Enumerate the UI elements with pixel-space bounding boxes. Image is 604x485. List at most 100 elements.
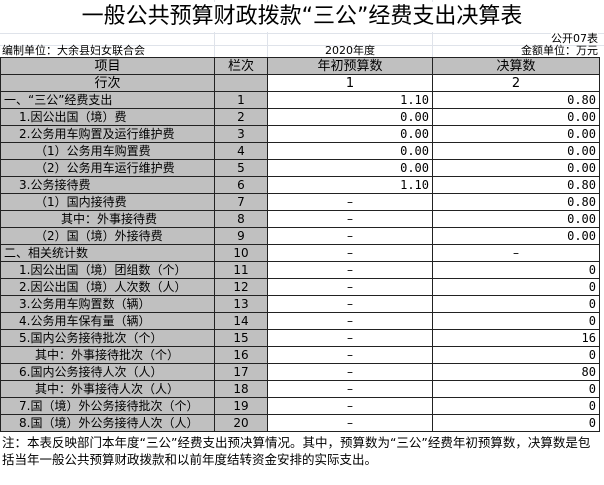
item-cell[interactable]: 6.国内公务接待人次（人） — [0, 363, 215, 381]
line-no-cell[interactable]: 16 — [214, 346, 268, 364]
item-cell[interactable]: 2.公务用车购置及运行维护费 — [0, 125, 215, 143]
fiscal-year: 2020年度 — [325, 44, 375, 57]
final-cell[interactable]: 80 — [432, 363, 600, 381]
final-cell[interactable]: 0.80 — [432, 193, 600, 211]
line-no-cell[interactable]: 5 — [214, 159, 268, 177]
line-no-cell[interactable]: 12 — [214, 278, 268, 296]
budget-cell[interactable]: – — [267, 193, 433, 211]
budget-cell[interactable]: – — [267, 244, 433, 262]
line-no-cell[interactable]: 8 — [214, 210, 268, 228]
budget-cell[interactable]: – — [267, 261, 433, 279]
header-budget: 年初预算数 — [267, 57, 433, 75]
line-no-cell[interactable]: 3 — [214, 125, 268, 143]
final-cell[interactable]: 0 — [432, 414, 600, 432]
item-cell[interactable]: 8.国（境）外公务接待人次（人） — [0, 414, 215, 432]
item-cell[interactable]: 5.国内公务接待批次（个） — [0, 329, 215, 347]
budget-cell[interactable]: – — [267, 414, 433, 432]
row-index-row: 行次 1 2 — [0, 74, 600, 92]
header-row: 项目 栏次 年初预算数 决算数 — [0, 57, 600, 75]
item-cell[interactable]: 一、“三公”经费支出 — [0, 91, 215, 109]
table-row: 3.公务用车购置数（辆） 13 – 0 — [0, 295, 600, 313]
final-cell[interactable]: 0.00 — [432, 108, 600, 126]
table-row: 1.因公出国（境）费 2 0.00 0.00 — [0, 108, 600, 126]
final-cell[interactable]: 0.80 — [432, 176, 600, 194]
budget-cell[interactable]: – — [267, 210, 433, 228]
table-row: 1.因公出国（境）团组数（个） 11 – 0 — [0, 261, 600, 279]
item-cell[interactable]: （2）国（境）外接待费 — [0, 227, 215, 245]
final-cell[interactable]: – — [432, 244, 600, 262]
line-no-cell[interactable]: 19 — [214, 397, 268, 415]
line-no-cell[interactable]: 15 — [214, 329, 268, 347]
item-cell[interactable]: 3.公务接待费 — [0, 176, 215, 194]
line-no-cell[interactable]: 1 — [214, 91, 268, 109]
table-row: 7.国（境）外公务接待批次（个） 19 – 0 — [0, 397, 600, 415]
budget-cell[interactable]: – — [267, 380, 433, 398]
line-no-cell[interactable]: 14 — [214, 312, 268, 330]
item-cell[interactable]: 其中：外事接待批次（个） — [0, 346, 215, 364]
item-cell[interactable]: 1.因公出国（境）团组数（个） — [0, 261, 215, 279]
form-code: 公开07表 — [551, 32, 598, 45]
table-row: 其中：外事接待人次（人） 18 – 0 — [0, 380, 600, 398]
budget-cell[interactable]: 1.10 — [267, 91, 433, 109]
header-final: 决算数 — [432, 57, 600, 75]
item-cell[interactable]: 1.因公出国（境）费 — [0, 108, 215, 126]
budget-cell[interactable]: 0.00 — [267, 108, 433, 126]
final-cell[interactable]: 0.00 — [432, 210, 600, 228]
table-row: 其中：外事接待批次（个） 16 – 0 — [0, 346, 600, 364]
item-cell[interactable]: （2）公务用车运行维护费 — [0, 159, 215, 177]
table-row: 2.因公出国（境）人次数（人） 12 – 0 — [0, 278, 600, 296]
line-no-cell[interactable]: 20 — [214, 414, 268, 432]
line-no-cell[interactable]: 11 — [214, 261, 268, 279]
final-cell[interactable]: 0 — [432, 261, 600, 279]
line-no-cell[interactable]: 2 — [214, 108, 268, 126]
item-cell[interactable]: （1）国内接待费 — [0, 193, 215, 211]
line-no-cell[interactable]: 4 — [214, 142, 268, 160]
table-row: 6.国内公务接待人次（人） 17 – 80 — [0, 363, 600, 381]
item-cell[interactable]: 4.公务用车保有量（辆） — [0, 312, 215, 330]
line-no-cell[interactable]: 18 — [214, 380, 268, 398]
budget-cell[interactable]: – — [267, 363, 433, 381]
expenditure-table: 项目 栏次 年初预算数 决算数 行次 1 2 一、“三公”经费支出 1 1.10… — [0, 57, 600, 432]
line-no-cell[interactable]: 17 — [214, 363, 268, 381]
line-no-cell[interactable]: 10 — [214, 244, 268, 262]
item-cell[interactable]: 二、相关统计数 — [0, 244, 215, 262]
item-cell[interactable]: （1）公务用车购置费 — [0, 142, 215, 160]
final-cell[interactable]: 0.00 — [432, 159, 600, 177]
line-no-cell[interactable]: 7 — [214, 193, 268, 211]
final-cell[interactable]: 0.00 — [432, 227, 600, 245]
final-cell[interactable]: 0.00 — [432, 125, 600, 143]
budget-cell[interactable]: – — [267, 329, 433, 347]
item-cell[interactable]: 其中：外事接待人次（人） — [0, 380, 215, 398]
budget-cell[interactable]: – — [267, 278, 433, 296]
final-cell[interactable]: 0 — [432, 312, 600, 330]
final-cell[interactable]: 0 — [432, 397, 600, 415]
item-cell[interactable]: 3.公务用车购置数（辆） — [0, 295, 215, 313]
final-cell[interactable]: 0 — [432, 278, 600, 296]
budget-cell[interactable]: – — [267, 227, 433, 245]
budget-cell[interactable]: 0.00 — [267, 125, 433, 143]
budget-cell[interactable]: 0.00 — [267, 159, 433, 177]
budget-cell[interactable]: – — [267, 346, 433, 364]
line-no-cell[interactable]: 6 — [214, 176, 268, 194]
budget-cell[interactable]: – — [267, 312, 433, 330]
final-cell[interactable]: 0.00 — [432, 142, 600, 160]
final-cell[interactable]: 0 — [432, 380, 600, 398]
table-row: 二、相关统计数 10 – – — [0, 244, 600, 262]
budget-cell[interactable]: – — [267, 295, 433, 313]
final-cell[interactable]: 0.80 — [432, 91, 600, 109]
line-no-cell[interactable]: 9 — [214, 227, 268, 245]
item-cell[interactable]: 2.因公出国（境）人次数（人） — [0, 278, 215, 296]
item-cell[interactable]: 其中：外事接待费 — [0, 210, 215, 228]
final-cell[interactable]: 0 — [432, 346, 600, 364]
budget-cell[interactable]: – — [267, 397, 433, 415]
row-index-empty — [214, 74, 268, 92]
budget-cell[interactable]: 1.10 — [267, 176, 433, 194]
final-cell[interactable]: 16 — [432, 329, 600, 347]
final-cell[interactable]: 0 — [432, 295, 600, 313]
table-row: （1）公务用车购置费 4 0.00 0.00 — [0, 142, 600, 160]
budget-cell[interactable]: 0.00 — [267, 142, 433, 160]
item-cell[interactable]: 7.国（境）外公务接待批次（个） — [0, 397, 215, 415]
table-row: 一、“三公”经费支出 1 1.10 0.80 — [0, 91, 600, 109]
line-no-cell[interactable]: 13 — [214, 295, 268, 313]
table-row: 3.公务接待费 6 1.10 0.80 — [0, 176, 600, 194]
